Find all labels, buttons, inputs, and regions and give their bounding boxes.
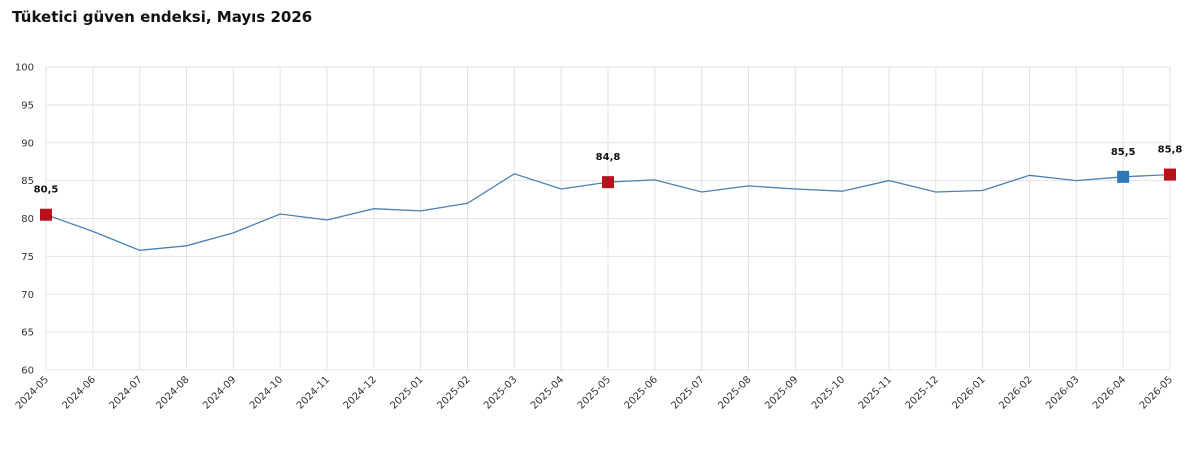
x-tick-label: 2025-09 xyxy=(763,374,800,411)
point-marker xyxy=(1164,168,1176,181)
x-tick-label: 2025-02 xyxy=(435,374,472,411)
value-label: 80,5 xyxy=(34,185,59,196)
x-tick-label: 2024-12 xyxy=(342,374,379,411)
x-tick-label: 2024-05 xyxy=(14,374,51,411)
y-tick-label: 100 xyxy=(15,63,34,74)
x-tick-label: 2025-11 xyxy=(857,374,894,411)
x-tick-label: 2025-01 xyxy=(388,374,425,411)
x-tick-label: 2025-04 xyxy=(529,374,566,411)
y-tick-label: 75 xyxy=(21,252,34,263)
y-tick-label: 95 xyxy=(21,100,34,111)
x-tick-label: 2025-03 xyxy=(482,374,519,411)
value-label: 85,5 xyxy=(1111,147,1136,158)
chart-title: Tüketici güven endeksi, Mayıs 2026 xyxy=(12,8,312,26)
y-tick-label: 65 xyxy=(21,328,34,339)
x-tick-label: 2024-06 xyxy=(61,374,98,411)
point-marker xyxy=(40,208,52,221)
y-tick-label: 60 xyxy=(21,366,34,377)
x-tick-label: 2024-10 xyxy=(248,374,285,411)
x-tick-label: 2025-06 xyxy=(623,374,660,411)
point-marker xyxy=(602,176,614,189)
x-tick-label: 2025-07 xyxy=(669,374,706,411)
x-tick-label: 2025-12 xyxy=(904,374,941,411)
x-tick-label: 2025-08 xyxy=(716,374,753,411)
x-tick-label: 2026-02 xyxy=(997,374,1034,411)
point-marker xyxy=(1117,170,1130,183)
value-label: 84,8 xyxy=(596,152,621,163)
y-tick-label: 70 xyxy=(21,290,34,301)
x-tick-label: 2024-08 xyxy=(154,374,191,411)
x-tick-label: 2024-09 xyxy=(201,374,238,411)
value-label: 85,8 xyxy=(1158,145,1183,156)
x-tick-label: 2025-10 xyxy=(810,374,847,411)
x-tick-label: 2026-05 xyxy=(1138,374,1175,411)
x-tick-label: 2024-11 xyxy=(295,374,332,411)
x-tick-label: 2026-01 xyxy=(950,374,987,411)
y-tick-label: 85 xyxy=(21,176,34,187)
x-tick-label: 2026-03 xyxy=(1044,374,1081,411)
x-tick-label: 2025-05 xyxy=(576,374,613,411)
y-tick-label: 80 xyxy=(21,214,34,225)
x-tick-label: 2026-04 xyxy=(1091,374,1128,411)
x-tick-label: 2024-07 xyxy=(107,374,144,411)
y-tick-label: 90 xyxy=(21,138,34,149)
